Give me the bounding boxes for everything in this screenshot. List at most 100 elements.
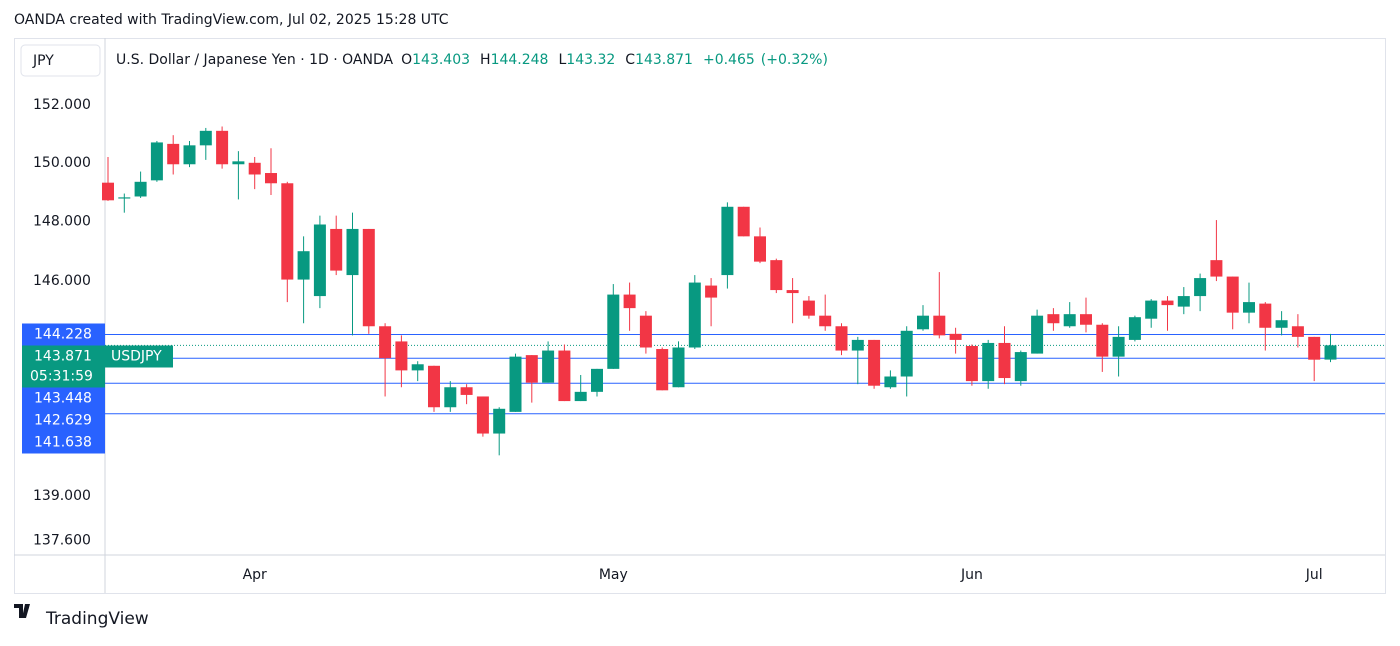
candle-body [917, 315, 929, 330]
plot: Apr May Jun Jul [102, 126, 1385, 583]
candle-body [672, 347, 685, 388]
candle-body [1112, 336, 1125, 357]
candle-body [1047, 314, 1060, 324]
candle-body [118, 197, 131, 199]
candle-body [1243, 302, 1255, 313]
candle-body [379, 326, 392, 359]
candle-body [444, 387, 457, 408]
candle-body [362, 228, 375, 327]
price-label-box [22, 387, 105, 410]
candle-body [1177, 296, 1190, 307]
y-tick-label: 146.000 [33, 273, 91, 289]
header-text: 143.32 [566, 52, 615, 68]
y-tick-label: 139.000 [33, 488, 91, 504]
candle-body [884, 376, 897, 388]
header-text: C [625, 52, 635, 68]
candle-body [542, 350, 555, 383]
candle-body [705, 285, 718, 298]
candle-body [493, 408, 506, 434]
header-text: 144.248 [491, 52, 549, 68]
symbol-tag [105, 345, 173, 368]
candle-body [134, 181, 147, 197]
brand: TradingView [45, 609, 149, 629]
candle-body [150, 142, 163, 181]
candle-body [558, 350, 571, 402]
candle-body [509, 356, 522, 412]
candle-body [102, 182, 114, 201]
candle-body [770, 260, 783, 291]
candle-body [591, 368, 603, 392]
x-tick-label: Jun [960, 567, 983, 583]
candle-body [868, 339, 881, 386]
legend-header: U.S. Dollar / Japanese Yen · 1D · OANDA O… [116, 52, 828, 68]
candle-body [1308, 336, 1321, 360]
candle-body [1194, 278, 1207, 297]
y-tick-label: 137.600 [33, 532, 91, 548]
header-text: L [558, 52, 566, 68]
symbol-tag-label: USDJPY [111, 349, 162, 365]
candle-body [199, 130, 212, 146]
candle-body [183, 145, 196, 165]
candle-body [1324, 345, 1337, 360]
x-tick-label: May [599, 567, 628, 583]
candle-body [248, 162, 261, 175]
candle-body [721, 206, 734, 276]
candle-body [1226, 276, 1239, 313]
price-label-box [22, 409, 105, 432]
candle-body [330, 228, 343, 271]
caption: OANDA created with TradingView.com, Jul … [14, 12, 449, 28]
candle-body [737, 206, 750, 237]
candle-body [1014, 352, 1027, 382]
header-text: 143.403 [412, 52, 470, 68]
price-label-box [22, 345, 105, 388]
candle-body [639, 315, 652, 348]
y-tick-label: 148.000 [33, 214, 91, 230]
price-label-box [22, 323, 105, 346]
header-text: O [401, 52, 412, 68]
candle-body [265, 173, 277, 184]
candle-body [998, 342, 1011, 379]
candle-body [786, 290, 799, 294]
candle-body [428, 365, 440, 408]
candle-body [232, 161, 245, 165]
candle-body [982, 342, 995, 382]
brand-logo [14, 604, 30, 618]
candle-body [933, 315, 946, 336]
candle-body [346, 228, 359, 276]
candle-body [574, 391, 587, 402]
candle-body [1031, 315, 1044, 354]
header-text: 143.871 [635, 52, 693, 68]
candle-body [1080, 314, 1092, 325]
price-label: 141.638 [34, 435, 92, 451]
header-text: H [480, 52, 491, 68]
candle-body [281, 183, 294, 280]
candle-body [1210, 260, 1223, 277]
candle-body [1063, 314, 1076, 327]
candle-body [949, 333, 962, 340]
y-tick-label: 152.000 [33, 97, 91, 113]
candle-body [476, 396, 489, 434]
frame [14, 38, 1386, 594]
candle-body [623, 294, 636, 309]
candle-body [754, 236, 766, 262]
candle-body [819, 315, 832, 327]
candle-body [1259, 303, 1272, 328]
candle-body [525, 355, 538, 383]
candle-body [1275, 320, 1288, 328]
countdown: 05:31:59 [30, 369, 93, 385]
price-label: 143.871 [34, 349, 92, 365]
candle-body [216, 130, 229, 165]
price-label: 142.629 [34, 413, 92, 429]
candle-body [1291, 326, 1304, 337]
header-text: +0.465 [703, 52, 755, 68]
candle-body [1096, 324, 1109, 357]
header-text: (+0.32%) [761, 52, 828, 68]
currency: JPY [32, 53, 54, 69]
candle-body [167, 143, 180, 165]
candle-body [802, 300, 815, 316]
price-label: 143.448 [34, 391, 92, 407]
currency-box[interactable] [20, 44, 101, 77]
price-labels: 152.000150.000148.000146.000140.500139.0… [22, 97, 173, 548]
candle-body [313, 224, 326, 297]
